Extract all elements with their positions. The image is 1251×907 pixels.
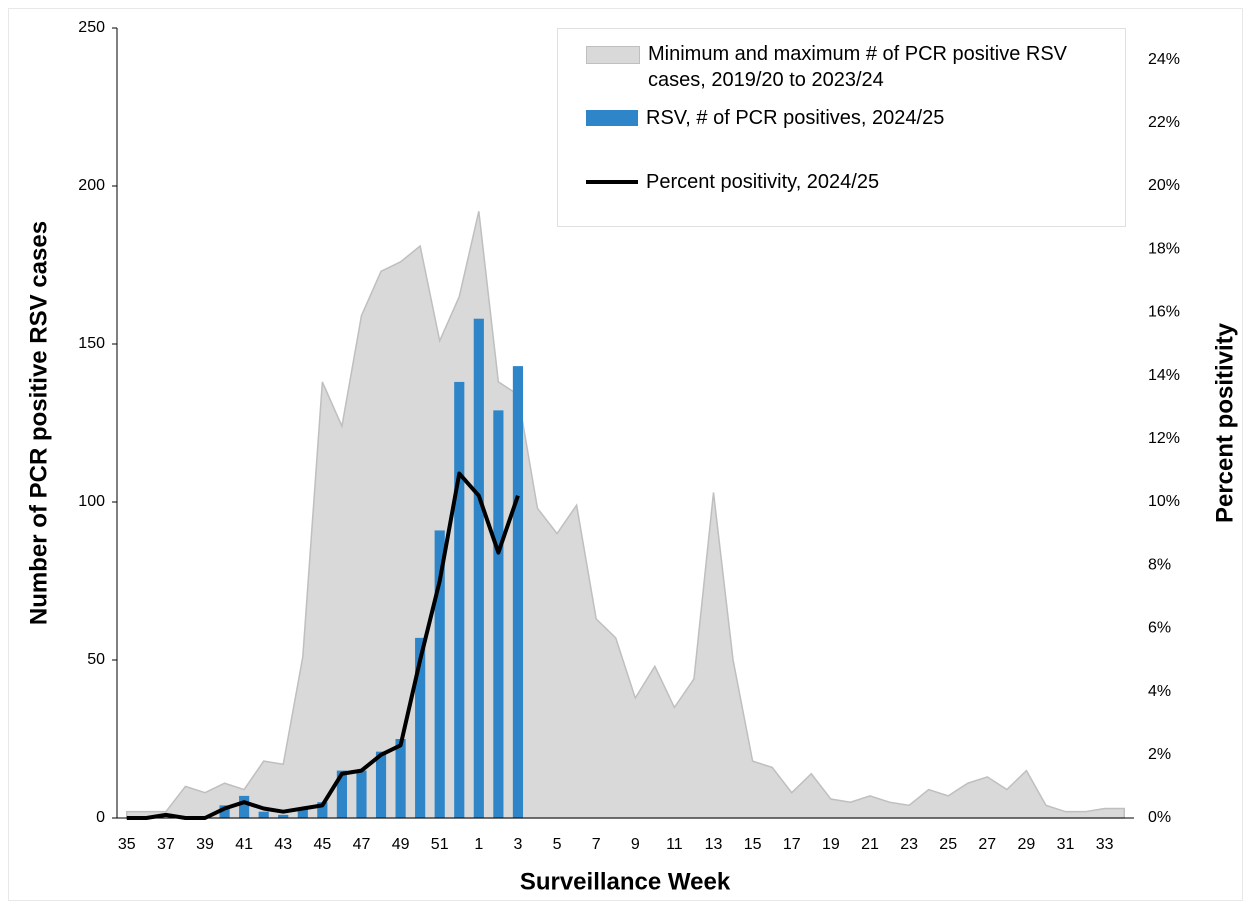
y2-tick-label: 8% [1148,556,1171,573]
x-tick-label: 25 [939,836,957,853]
x-tick-label: 33 [1096,836,1114,853]
bar [415,637,426,818]
x-tick-label: 31 [1057,836,1075,853]
x-tick-label: 29 [1018,836,1036,853]
y2-tick-label: 22% [1148,114,1180,131]
x-tick-label: 43 [274,836,292,853]
range-area [126,211,1125,819]
y2-tick-label: 12% [1148,430,1180,447]
x-tick-label: 1 [474,836,483,853]
bar [395,739,406,818]
x-tick-label: 23 [900,836,918,853]
bar [493,410,504,818]
y-tick-label: 200 [78,177,105,194]
legend: Minimum and maximum # of PCR positive RS… [557,28,1126,227]
y-tick-label: 100 [78,493,105,510]
legend-label: Minimum and maximum # of PCR positive RS… [648,43,1068,91]
y2-tick-label: 16% [1148,304,1180,321]
y2-tick-label: 24% [1148,51,1180,68]
y2-tick-label: 0% [1148,809,1171,826]
y2-tick-label: 18% [1148,240,1180,257]
bar [356,770,367,818]
x-tick-label: 47 [353,836,371,853]
x-tick-label: 39 [196,836,214,853]
y2-tick-label: 2% [1148,746,1171,763]
legend-label: RSV, # of PCR positives, 2024/25 [646,107,945,129]
legend-swatch [586,180,638,184]
x-tick-label: 7 [592,836,601,853]
y2-tick-label: 10% [1148,493,1180,510]
x-tick-label: 27 [978,836,996,853]
x-tick-label: 13 [705,836,723,853]
bar [278,814,289,818]
bar [512,366,524,818]
bar [219,805,230,818]
x-tick-label: 37 [157,836,175,853]
x-tick-label: 35 [118,836,136,853]
frame [8,8,1243,901]
y-tick-label: 250 [78,19,105,36]
bar [258,811,269,818]
y2-tick-label: 20% [1148,177,1180,194]
y2-tick-label: 6% [1148,620,1171,637]
y-tick-label: 50 [87,651,105,668]
y2-tick-label: 14% [1148,367,1180,384]
x-tick-label: 3 [513,836,522,853]
x-tick-label: 45 [313,836,331,853]
x-tick-label: 19 [822,836,840,853]
y-tick-label: 0 [96,809,105,826]
x-tick-label: 17 [783,836,801,853]
legend-swatch [586,46,640,64]
bar [375,751,387,818]
legend-entry: Minimum and maximum # of PCR positive RS… [586,41,1118,93]
x-tick-label: 51 [431,836,449,853]
x-tick-label: 49 [392,836,410,853]
bar [336,770,347,818]
x-axis-title: Surveillance Week [520,868,731,895]
x-tick-label: 9 [631,836,640,853]
x-tick-label: 15 [744,836,762,853]
legend-entry: RSV, # of PCR positives, 2024/25 [586,105,1116,131]
bar [317,802,328,818]
y-tick-label: 150 [78,335,105,352]
bar [434,530,445,818]
bar [297,808,308,818]
bar [239,795,250,818]
x-tick-label: 41 [235,836,253,853]
y2-axis-title: Percent positivity [1211,322,1238,523]
legend-entry: Percent positivity, 2024/25 [586,169,1116,195]
x-tick-label: 21 [861,836,879,853]
legend-label: Percent positivity, 2024/25 [646,171,880,193]
bar [454,381,465,818]
y2-tick-label: 4% [1148,683,1171,700]
x-tick-label: 11 [666,836,683,853]
bar [473,318,484,818]
legend-swatch [586,110,638,126]
y-axis-title: Number of PCR positive RSV cases [25,221,52,625]
x-tick-label: 5 [553,836,562,853]
